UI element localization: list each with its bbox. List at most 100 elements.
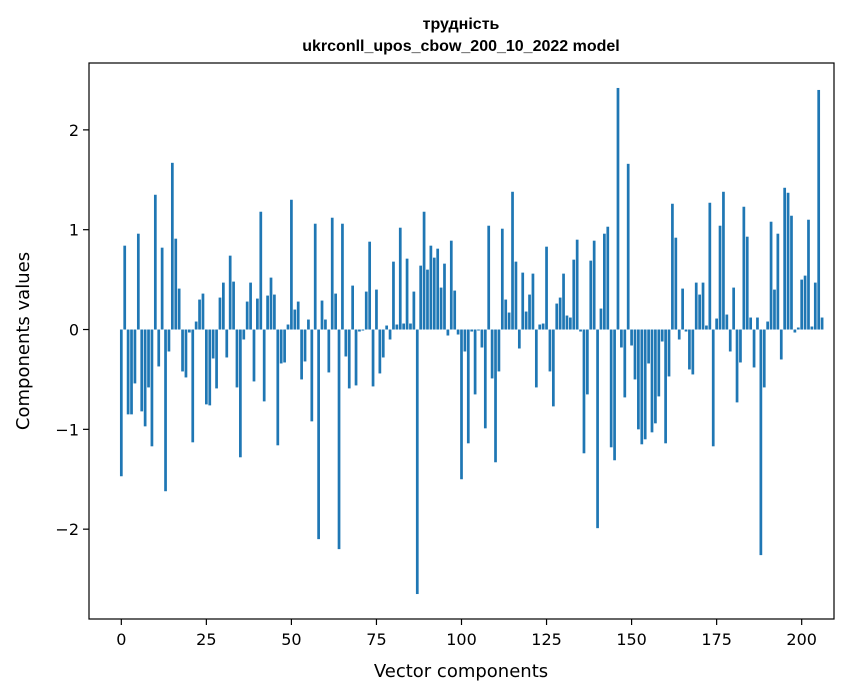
bar-111: [497, 329, 501, 372]
bar-80: [392, 261, 395, 330]
bar-7: [143, 329, 147, 427]
bar-71: [361, 329, 365, 331]
x-axis-label: Vector components: [374, 661, 548, 682]
bar-126: [548, 329, 552, 372]
bar-42: [262, 329, 266, 402]
bar-85: [409, 323, 412, 330]
bar-158: [657, 329, 661, 397]
bar-180: [732, 287, 736, 330]
bar-19: [184, 329, 188, 378]
bar-70: [358, 329, 361, 332]
bar-102: [466, 329, 470, 444]
bar-34: [235, 329, 239, 388]
bar-115: [511, 191, 514, 330]
bar-75: [375, 289, 378, 330]
bar-191: [769, 221, 773, 330]
bar-204: [813, 282, 817, 330]
bar-37: [245, 301, 249, 330]
bar-11: [157, 329, 161, 367]
bar-57: [313, 223, 317, 330]
bar-193: [776, 233, 780, 330]
bar-32: [228, 255, 232, 330]
bar-20: [187, 329, 191, 333]
bar-56: [310, 329, 314, 422]
bar-173: [708, 202, 712, 330]
bar-65: [341, 223, 344, 330]
bar-83: [402, 323, 406, 330]
bar-63: [334, 293, 337, 330]
y-tick-label: 2: [69, 121, 79, 140]
bar-202: [807, 219, 810, 330]
bar-175: [715, 318, 718, 330]
bar-28: [215, 329, 218, 389]
bar-22: [194, 321, 198, 330]
bar-58: [317, 329, 320, 540]
bar-144: [609, 329, 613, 448]
bar-199: [796, 327, 800, 330]
bar-88: [419, 265, 423, 330]
bar-194: [779, 329, 783, 360]
bar-12: [160, 247, 164, 330]
bar-142: [603, 233, 606, 330]
bar-188: [759, 329, 763, 556]
bar-185: [749, 317, 753, 330]
bar-72: [364, 291, 368, 330]
bar-137: [586, 329, 589, 395]
bar-10: [153, 194, 157, 330]
bar-186: [752, 329, 756, 368]
bar-153: [640, 329, 644, 445]
y-tick-label: 0: [69, 321, 79, 340]
x-tick-label: 0: [116, 630, 126, 649]
bar-141: [599, 308, 603, 330]
y-axis-label: Components values: [13, 252, 34, 430]
bar-145: [613, 329, 616, 461]
bar-201: [803, 275, 807, 330]
bar-177: [722, 191, 725, 330]
bar-129: [558, 297, 562, 330]
bar-49: [286, 324, 290, 330]
x-tick-label: 25: [196, 630, 216, 649]
bar-122: [534, 329, 538, 388]
bar-96: [446, 329, 450, 336]
bar-62: [330, 217, 334, 330]
bar-171: [701, 282, 705, 330]
bar-131: [565, 315, 569, 330]
bar-13: [164, 329, 167, 492]
bar-125: [545, 246, 548, 330]
bar-99: [456, 329, 460, 335]
bar-26: [208, 329, 212, 406]
bar-67: [347, 329, 351, 389]
bar-103: [470, 329, 474, 332]
bar-94: [439, 287, 443, 330]
bars-group: [119, 87, 824, 595]
bar-116: [514, 261, 518, 330]
bar-1: [123, 245, 127, 330]
chart-title-line-2: ukrconll_upos_cbow_200_10_2022 model: [302, 38, 619, 55]
bar-178: [725, 314, 729, 330]
bar-176: [718, 225, 722, 330]
bar-55: [307, 319, 310, 330]
bar-163: [674, 237, 678, 330]
bar-101: [463, 329, 467, 352]
chart-title-line-1: трудність: [423, 16, 500, 33]
x-tick-label: 200: [786, 630, 817, 649]
bar-59: [320, 300, 324, 330]
bar-172: [705, 325, 708, 330]
bar-35: [239, 329, 242, 458]
bar-78: [385, 325, 389, 330]
bar-73: [368, 241, 372, 330]
bar-68: [351, 285, 354, 330]
bar-106: [480, 329, 484, 348]
bar-33: [232, 281, 235, 330]
bar-174: [711, 329, 715, 447]
bar-48: [283, 329, 286, 363]
bar-110: [494, 329, 497, 463]
bar-47: [279, 329, 283, 364]
bar-74: [371, 329, 375, 387]
axes-group: 0 25 50 75 100 125 150 175 200 −2 −1 0 1 2: [55, 121, 817, 649]
bar-164: [677, 329, 681, 340]
bar-151: [633, 329, 637, 380]
bar-134: [575, 239, 579, 330]
bar-161: [667, 329, 671, 377]
